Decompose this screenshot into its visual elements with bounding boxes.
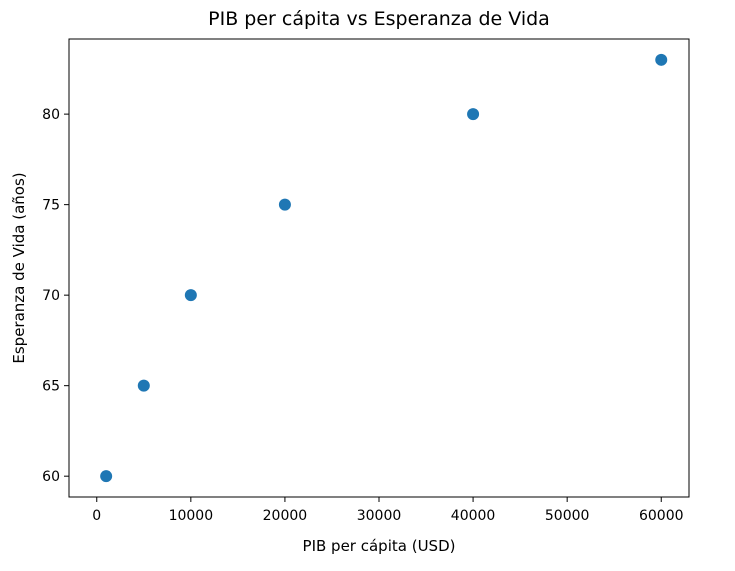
data-point [655, 53, 668, 66]
data-point [100, 470, 113, 483]
y-tick-label: 65 [42, 379, 60, 395]
data-points [100, 53, 668, 483]
data-point [137, 379, 150, 392]
y-tick-label: 60 [42, 469, 60, 485]
y-tick-label: 80 [42, 107, 60, 123]
x-tick-label: 50000 [545, 508, 590, 524]
ticks-layer: 0 10000 20000 30000 40000 50000 60000 60 65 70 75 8… [42, 107, 683, 524]
x-axis-label: PIB per cápita (USD) [303, 537, 456, 555]
x-tick-label: 30000 [357, 508, 402, 524]
chart-title: PIB per cápita vs Esperanza de Vida [208, 8, 550, 30]
x-tick-label: 0 [92, 508, 101, 524]
y-axis-label: Esperanza de Vida (años) [10, 172, 28, 363]
data-point [184, 289, 197, 302]
data-point [278, 198, 291, 211]
x-tick-label: 20000 [263, 508, 308, 524]
x-tick-label: 10000 [169, 508, 214, 524]
data-point [467, 108, 480, 121]
plot-frame [68, 38, 690, 498]
y-tick-label: 70 [42, 288, 60, 304]
y-tick-label: 75 [42, 198, 60, 214]
x-tick-label: 60000 [639, 508, 684, 524]
x-tick-label: 40000 [451, 508, 496, 524]
